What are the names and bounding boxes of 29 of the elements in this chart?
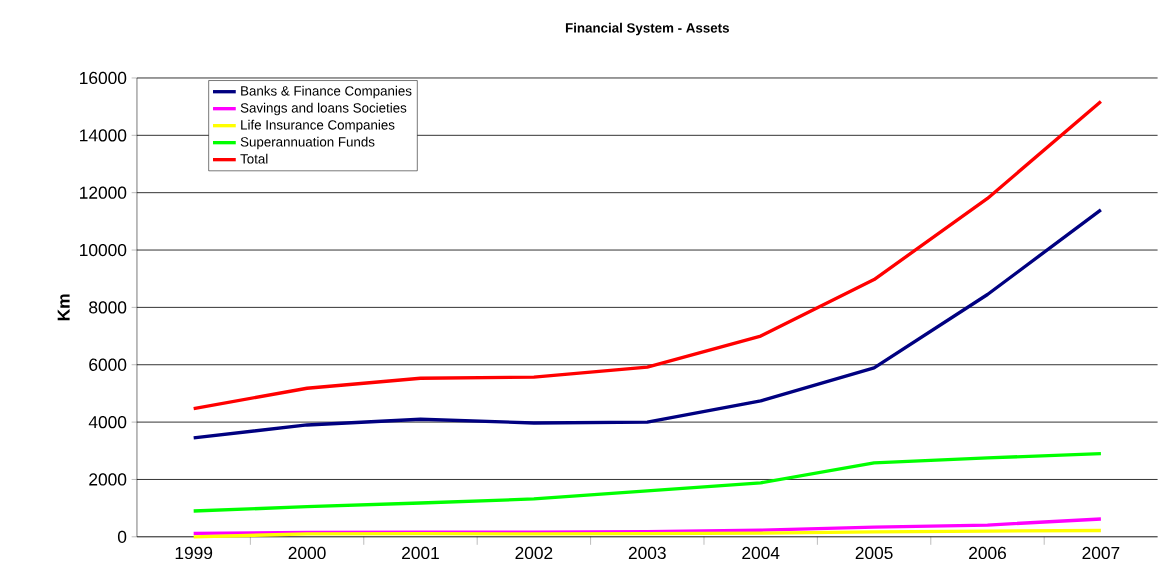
y-tick-label: 4000 [88, 416, 127, 429]
y-axis-title: Km [57, 294, 70, 321]
legend-label: Superannuation Funds [240, 136, 375, 150]
y-tick-label: 0 [117, 530, 127, 544]
y-tick-label: 6000 [89, 358, 127, 371]
x-tick-label: 1999 [175, 546, 213, 560]
x-tick-label: 2000 [288, 546, 326, 560]
x-tick-label: 2007 [1082, 546, 1120, 560]
line-series [192, 208, 1103, 440]
legend-label: Banks & Finance Companies [241, 85, 412, 99]
legend-label: Life Insurance Companies [241, 119, 395, 133]
y-tick-label: 10000 [80, 243, 127, 257]
y-tick-label: 16000 [80, 71, 127, 85]
y-tick-label: 12000 [80, 186, 127, 199]
x-tick-label: 2002 [515, 546, 553, 560]
y-tick-label: 2000 [89, 473, 127, 486]
x-tick-label: 2001 [402, 546, 439, 560]
x-tick-label: 2005 [855, 546, 893, 560]
x-tick-label: 2003 [628, 546, 666, 560]
line-series [192, 528, 1103, 539]
y-tick-label: 14000 [80, 129, 127, 142]
line-series [192, 452, 1103, 513]
legend-label: Total [240, 153, 268, 164]
chart-title: Financial System - Assets [565, 22, 729, 36]
line-series [192, 99, 1103, 411]
x-tick-label: 2006 [969, 546, 1007, 560]
x-tick-label: 2004 [742, 546, 780, 560]
y-tick-label: 8000 [89, 301, 127, 314]
legend-label: Savings and loans Societies [240, 102, 407, 116]
